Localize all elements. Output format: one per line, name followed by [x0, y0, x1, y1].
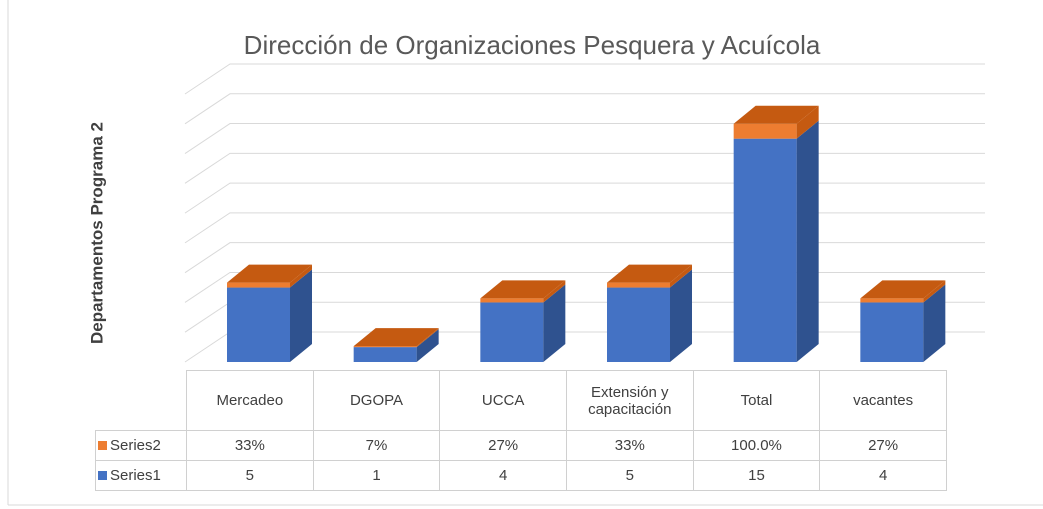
bar: [860, 284, 946, 362]
bar: [607, 264, 692, 288]
legend-swatch: [98, 441, 107, 450]
data-table: Mercadeo DGOPA UCCA Extensión y capacitació…: [95, 370, 947, 491]
bar: [860, 280, 946, 303]
bar: [480, 280, 566, 303]
legend-entry: Series1: [95, 460, 187, 491]
legend-entry: Series2: [95, 430, 187, 461]
data-label: 27%: [819, 430, 947, 461]
grid-line-segment: [184, 212, 985, 244]
bar-side: [923, 280, 946, 303]
bar-side: [290, 264, 312, 288]
bar-side: [543, 280, 566, 303]
grid-line-segment: [184, 123, 985, 154]
bar-front: [480, 302, 544, 362]
grid-line-segment: [184, 93, 985, 125]
x-tick-label: UCCA: [439, 370, 567, 431]
y-axis-title: Departamentos Programa 2: [87, 122, 106, 344]
data-label: 100.0%: [692, 430, 821, 461]
bar: [607, 269, 692, 362]
grid-line-segment: [184, 63, 985, 95]
data-label: 4: [439, 460, 567, 491]
data-label: 33%: [186, 430, 314, 461]
bar-front: [860, 298, 924, 303]
legend-label: Series2: [110, 437, 161, 454]
grid-line-segment: [184, 182, 985, 214]
series-row: Series1 5 1 4 5 15 4: [95, 460, 947, 491]
grid-line: [184, 123, 985, 154]
bar-side: [923, 284, 946, 362]
bar: [353, 328, 439, 348]
data-label: 15: [692, 460, 821, 491]
bar-front: [353, 346, 417, 348]
x-tick-label: vacantes: [819, 370, 947, 431]
x-tick-label: Total: [692, 370, 821, 431]
bar-side: [670, 269, 692, 362]
legend-swatch: [98, 471, 107, 480]
bar-side: [796, 105, 819, 139]
bar-side: [416, 328, 439, 348]
grid-line-segment: [184, 242, 985, 274]
bar-top: [227, 264, 312, 283]
category-row: Mercadeo DGOPA UCCA Extensión y capacitació…: [95, 370, 947, 431]
bar-side: [796, 120, 819, 363]
x-tick-label: Extensión y capacitación: [565, 370, 694, 431]
bar-front: [733, 123, 797, 139]
bar-front: [353, 347, 417, 362]
bar: [733, 120, 819, 363]
bar-front: [227, 287, 290, 362]
bar-side: [416, 329, 439, 362]
grid-line: [184, 212, 985, 244]
bar-front: [607, 282, 670, 288]
bar: [353, 329, 439, 362]
x-tick-label: Mercadeo: [186, 370, 314, 431]
bar: [733, 105, 819, 139]
bar: [480, 284, 566, 362]
grid-line: [184, 271, 985, 303]
bar-front: [860, 302, 924, 362]
bar-top: [480, 280, 566, 299]
grid-line: [184, 93, 985, 125]
data-label: 5: [186, 460, 314, 491]
bar-side: [670, 264, 692, 288]
data-label: 5: [565, 460, 694, 491]
bar-front: [733, 138, 797, 362]
bar-top: [733, 105, 819, 124]
data-label: 33%: [565, 430, 694, 461]
data-label: 7%: [312, 430, 441, 461]
data-label: 27%: [439, 430, 567, 461]
table-corner: [95, 370, 187, 431]
grid-line: [184, 152, 985, 184]
grid-line: [184, 182, 985, 214]
bar-front: [607, 287, 670, 362]
bar-top: [860, 280, 946, 299]
data-label: 1: [312, 460, 441, 491]
series-row: Series2 33% 7% 27% 33% 100.0% 27%: [95, 430, 947, 461]
bar-front: [480, 298, 544, 303]
grid-line-segment: [184, 271, 985, 303]
bar: [227, 269, 312, 362]
bar-side: [290, 269, 312, 362]
chart-title: Dirección de Organizaciones Pesquera y A…: [244, 30, 821, 60]
bar-top: [607, 264, 692, 283]
legend-label: Series1: [110, 467, 161, 484]
bar-top: [353, 328, 439, 347]
grid-line: [184, 63, 985, 95]
x-tick-label: DGOPA: [312, 370, 441, 431]
bar-side: [543, 284, 566, 362]
grid-line: [184, 242, 985, 274]
bar: [227, 264, 312, 288]
bar-front: [227, 282, 290, 288]
grid-line-segment: [184, 152, 985, 184]
data-label: 4: [819, 460, 947, 491]
